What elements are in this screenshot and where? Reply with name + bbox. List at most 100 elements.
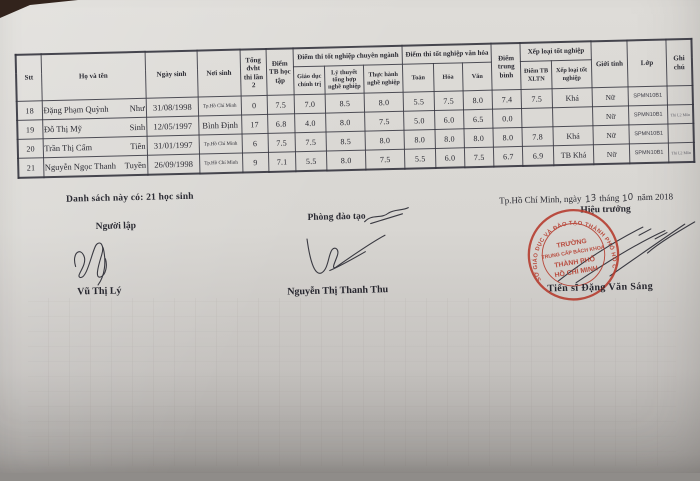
cell-chemistry: 7.5 [433, 90, 464, 111]
name-family: Đỗ Thị Mỹ [43, 123, 83, 135]
cell-total-credits: 6 [241, 133, 269, 154]
col-header-gpa: Điểm TB học tập [265, 48, 295, 96]
cell-birthplace: Tp.Hồ Chí Minh [198, 96, 242, 117]
cell-math: 5.0 [403, 110, 435, 131]
cell-gender: Nữ [592, 105, 629, 126]
name-family: Đặng Phạm Quỳnh [43, 103, 109, 116]
cell-gender: Nữ [593, 143, 630, 165]
cell-note [667, 85, 693, 106]
school-red-stamp: SỞ GIÁO DỤC VÀ ĐÀO TẠO THÀNH PHỐ HỒ CHÍ … [524, 206, 619, 301]
col-header-total-credits: Tổng đvht thi lần 2 [239, 48, 267, 97]
cell-class: SPMN10B1 [627, 86, 668, 106]
cell-gpa: 7.1 [268, 151, 296, 172]
cell-birthdate: 12/05/1997 [146, 116, 200, 137]
cell-theory: 8.0 [326, 150, 366, 171]
cell-chemistry: 6.0 [434, 109, 464, 130]
preparer-name: Vũ Thị Lý [77, 285, 122, 298]
cell-class: SPMN10B1 [628, 124, 669, 144]
principal-signature-icon [557, 221, 696, 284]
training-office-signature-icon [306, 234, 386, 274]
handwritten-month: 10 [621, 192, 636, 205]
cell-math: 8.0 [404, 129, 436, 150]
cell-birthplace: Tp.Hồ Chí Minh [199, 134, 243, 155]
cell-theory: 8.5 [325, 93, 365, 114]
cell-name: Nguyễn Ngọc Thanh Tuyền [43, 155, 148, 178]
cell-average: 0.0 [492, 108, 523, 129]
cell-stt: 20 [17, 138, 44, 159]
name-given: Sinh [129, 121, 146, 133]
preparer-title: Người lập [95, 221, 137, 233]
cell-gpa: 7.5 [267, 132, 296, 153]
cell-politics: 5.5 [295, 151, 328, 172]
col-header-grad-rank: Xếp loại tốt nghiệp [550, 59, 593, 89]
col-header-name: Họ và tên [40, 51, 146, 101]
col-header-theory: Lý thuyết tổng hợp nghề nghiệp [324, 65, 364, 95]
student-count-note: Danh sách này có: 21 học sinh [65, 191, 194, 205]
cell-practice: 7.5 [364, 111, 405, 132]
col-header-birthplace: Nơi sinh [197, 49, 241, 98]
col-header-gender: Giới tính [591, 40, 628, 88]
cell-total-credits: 9 [242, 152, 269, 173]
cell-stt: 18 [16, 100, 43, 121]
cell-birthdate: 31/08/1998 [145, 97, 199, 118]
name-given: Tiên [130, 140, 146, 152]
cell-politics: 7.0 [294, 94, 326, 114]
col-header-practice: Thực hành nghề nghiệp [363, 64, 404, 94]
cell-average: 8.0 [493, 127, 523, 148]
col-header-class: Lớp [626, 39, 668, 87]
cell-math: 5.5 [404, 148, 436, 169]
cell-note: Thi L2 Môn [668, 142, 695, 163]
cell-politics: 7.5 [294, 132, 327, 152]
cell-practice: 8.0 [363, 92, 404, 113]
col-header-chemistry: Hóa [433, 62, 463, 92]
cell-practice: 8.0 [364, 130, 405, 151]
cell-literature: 8.0 [462, 90, 493, 110]
cell-total-credits: 17 [241, 114, 268, 135]
cell-name: Đặng Phạm Quỳnh Như [41, 98, 147, 120]
cell-birthplace: Tp.Hồ Chí Minh [199, 153, 243, 174]
date-year: 2018 [654, 191, 674, 202]
cell-class: SPMN10B1 [629, 143, 670, 164]
cell-gender: Nữ [592, 86, 629, 107]
training-office-flourish-icon [364, 207, 409, 225]
cell-class: SPMN10B1 [628, 105, 669, 125]
cell-gender: Nữ [593, 124, 630, 145]
name-given: Tuyền [124, 159, 147, 171]
date-thang-label: tháng [599, 192, 620, 204]
cell-xltn-score: 7.8 [522, 126, 553, 147]
cell-grad-rank [552, 106, 594, 127]
col-header-xltn-score: Điểm TB XLTN [520, 60, 552, 90]
group-header-culture-exam: Điểm thi tốt nghiệp văn hóa [402, 43, 492, 65]
cell-chemistry: 6.0 [435, 147, 465, 168]
cell-practice: 7.5 [365, 149, 406, 170]
cell-grad-rank: TB Khá [552, 144, 595, 166]
cell-literature: 8.0 [463, 128, 494, 148]
col-header-literature: Văn [462, 62, 493, 91]
handwritten-day: 13 [583, 193, 598, 206]
training-office-name: Nguyễn Thị Thanh Thu [287, 284, 389, 298]
cell-chemistry: 8.0 [434, 128, 465, 149]
cell-birthdate: 31/01/1997 [146, 135, 200, 156]
cell-xltn-score: 7.5 [521, 88, 553, 109]
principal-name: Tiến sĩ Đặng Văn Sáng [547, 280, 654, 295]
cell-grad-rank: Khá [552, 125, 594, 146]
date-nam-label: năm [637, 191, 653, 203]
col-header-average: Điểm trung bình [491, 42, 522, 91]
cell-xltn-score [521, 107, 553, 128]
cell-birthplace: Bình Định [198, 115, 242, 136]
col-header-stt: Stt [15, 54, 42, 102]
training-office-title: Phòng đào tạo [307, 211, 366, 224]
cell-note: Thi L2 Môn [667, 104, 694, 125]
name-family: Nguyễn Ngọc Thanh [44, 160, 117, 173]
col-header-birthdate: Ngày sinh [144, 50, 199, 99]
cell-name: Trần Thị Cẩm Tiên [42, 136, 148, 158]
page-showthrough [28, 298, 676, 466]
cell-grad-rank: Khá [551, 87, 593, 108]
name-family: Trần Thị Cẩm [44, 142, 93, 154]
cell-gpa: 7.5 [266, 94, 295, 115]
cell-birthdate: 26/09/1998 [147, 154, 200, 175]
cell-theory: 8.0 [325, 112, 365, 133]
col-header-politics: Giáo dục chính trị [293, 66, 326, 95]
preparer-signature-icon [74, 242, 107, 286]
name-given: Như [129, 102, 145, 114]
